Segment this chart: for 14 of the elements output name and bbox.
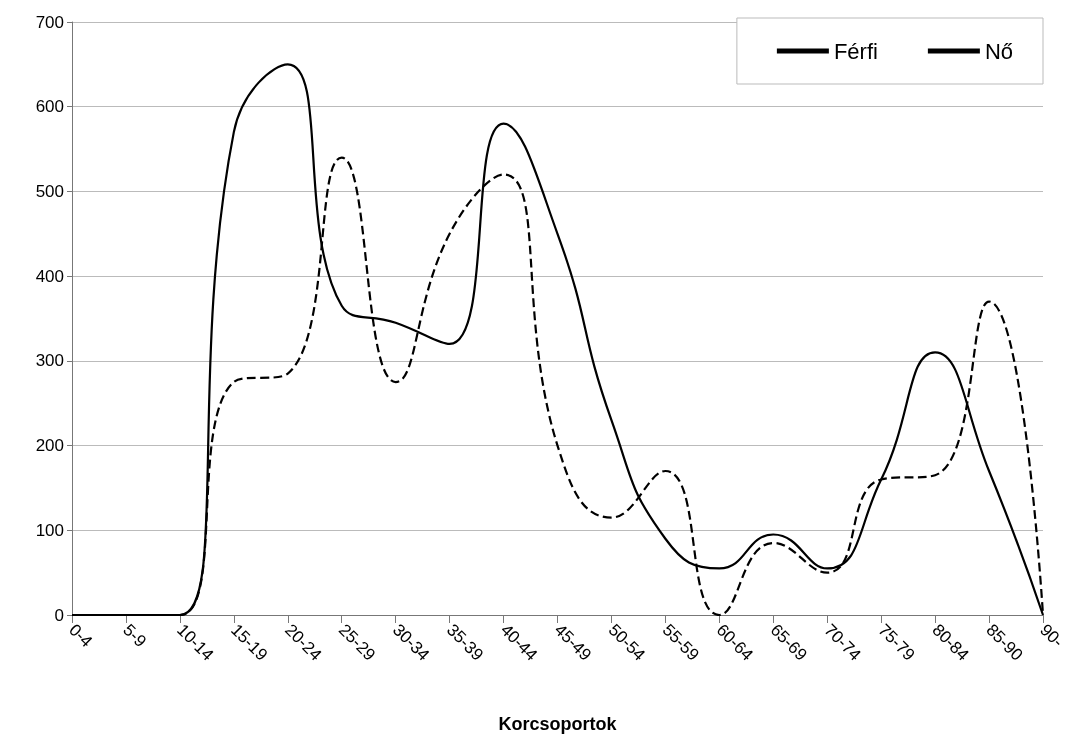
y-tick-label: 300 xyxy=(35,351,64,371)
x-tick-label: 5-9 xyxy=(119,620,151,652)
y-tick-label: 400 xyxy=(35,266,64,286)
legend-label: Férfi xyxy=(833,38,878,64)
x-axis-title: Korcsoportok xyxy=(498,714,618,734)
x-tick-label: 90- xyxy=(1036,620,1068,652)
y-tick-label: 600 xyxy=(35,97,64,117)
y-tick-label: 100 xyxy=(35,520,64,540)
y-tick-label: 700 xyxy=(35,12,64,32)
x-tick-label: 0-4 xyxy=(65,620,97,652)
y-tick-label: 500 xyxy=(35,181,64,201)
legend-label: Nő xyxy=(984,38,1013,64)
y-tick-label: 0 xyxy=(54,605,64,625)
y-tick-label: 200 xyxy=(35,436,64,456)
